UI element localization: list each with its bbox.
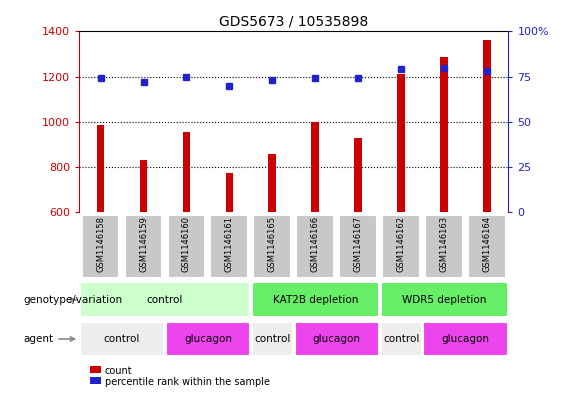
Text: KAT2B depletion: KAT2B depletion xyxy=(272,295,358,305)
Text: control: control xyxy=(104,334,140,344)
FancyBboxPatch shape xyxy=(381,322,421,356)
Text: GSM1146164: GSM1146164 xyxy=(483,216,492,272)
Bar xyxy=(182,132,190,212)
FancyBboxPatch shape xyxy=(211,215,248,278)
Text: WDR5 depletion: WDR5 depletion xyxy=(402,295,486,305)
Bar xyxy=(397,74,405,212)
Text: genotype/variation: genotype/variation xyxy=(23,295,123,305)
FancyBboxPatch shape xyxy=(424,322,507,356)
Text: GSM1146165: GSM1146165 xyxy=(268,216,277,272)
FancyBboxPatch shape xyxy=(340,215,377,278)
Bar xyxy=(354,138,362,212)
FancyBboxPatch shape xyxy=(125,215,162,278)
Bar xyxy=(225,173,233,212)
FancyBboxPatch shape xyxy=(425,215,463,278)
FancyBboxPatch shape xyxy=(297,215,334,278)
Text: agent: agent xyxy=(23,334,75,344)
Text: GSM1146159: GSM1146159 xyxy=(139,216,148,272)
FancyBboxPatch shape xyxy=(254,215,291,278)
Text: GSM1146162: GSM1146162 xyxy=(397,216,406,272)
Text: glucagon: glucagon xyxy=(442,334,489,344)
FancyBboxPatch shape xyxy=(295,322,379,356)
FancyBboxPatch shape xyxy=(166,322,250,356)
Text: GSM1146163: GSM1146163 xyxy=(440,216,449,272)
Title: GDS5673 / 10535898: GDS5673 / 10535898 xyxy=(219,15,368,29)
Bar xyxy=(97,125,105,212)
Text: glucagon: glucagon xyxy=(184,334,232,344)
Text: control: control xyxy=(147,295,183,305)
Bar xyxy=(483,40,491,212)
Text: GSM1146166: GSM1146166 xyxy=(311,216,320,272)
FancyBboxPatch shape xyxy=(168,215,205,278)
FancyBboxPatch shape xyxy=(252,283,379,317)
Bar xyxy=(440,57,448,212)
FancyBboxPatch shape xyxy=(381,283,507,317)
Text: GSM1146161: GSM1146161 xyxy=(225,216,234,272)
FancyBboxPatch shape xyxy=(383,215,420,278)
FancyBboxPatch shape xyxy=(80,322,164,356)
Text: GSM1146158: GSM1146158 xyxy=(96,216,105,272)
Text: GSM1146160: GSM1146160 xyxy=(182,216,191,272)
FancyBboxPatch shape xyxy=(252,322,293,356)
Bar xyxy=(140,160,147,212)
Text: GSM1146167: GSM1146167 xyxy=(354,216,363,272)
Text: control: control xyxy=(254,334,290,344)
FancyBboxPatch shape xyxy=(468,215,506,278)
Text: count: count xyxy=(105,365,132,376)
Bar xyxy=(311,122,319,212)
FancyBboxPatch shape xyxy=(82,215,119,278)
FancyBboxPatch shape xyxy=(80,283,250,317)
Text: control: control xyxy=(383,334,419,344)
Text: percentile rank within the sample: percentile rank within the sample xyxy=(105,376,270,387)
Bar xyxy=(268,154,276,212)
Text: glucagon: glucagon xyxy=(313,334,360,344)
